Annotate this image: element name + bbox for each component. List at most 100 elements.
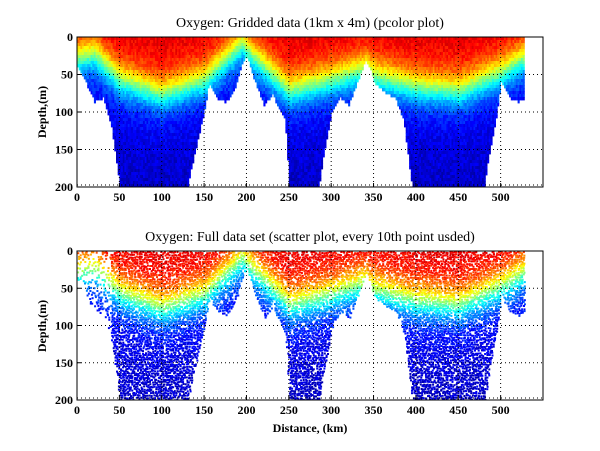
pcolor-cell — [138, 37, 141, 41]
pcolor-cell — [304, 130, 307, 134]
pcolor-cell — [154, 76, 157, 80]
pcolor-cell — [124, 55, 127, 59]
pcolor-cell — [177, 163, 180, 167]
pcolor-cell — [175, 106, 178, 110]
pcolor-cell — [156, 79, 159, 83]
pcolor-cell — [324, 88, 327, 92]
pcolor-cell — [93, 67, 96, 71]
pcolor-cell — [310, 37, 313, 41]
pcolor-cell — [110, 67, 113, 71]
pcolor-cell — [117, 79, 120, 83]
pcolor-cell — [175, 181, 178, 185]
pcolor-cell — [99, 70, 102, 74]
pcolor-cell — [263, 91, 266, 95]
pcolor-cell — [182, 100, 185, 104]
pcolor-cell — [154, 175, 157, 179]
pcolor-cell — [165, 139, 168, 143]
pcolor-cell — [178, 181, 181, 185]
pcolor-cell — [256, 79, 259, 83]
pcolor-cell — [78, 64, 81, 68]
pcolor-cell — [112, 85, 115, 89]
pcolor-cell — [117, 160, 120, 164]
pcolor-cell — [165, 118, 168, 122]
pcolor-cell — [121, 145, 124, 149]
pcolor-cell — [260, 70, 263, 74]
pcolor-cell — [260, 91, 263, 95]
pcolor-cell — [293, 94, 296, 98]
pcolor-cell — [292, 58, 295, 62]
pcolor-cell — [197, 118, 200, 122]
pcolor-cell — [177, 181, 180, 185]
pcolor-cell — [319, 37, 322, 41]
pcolor-cell — [132, 127, 135, 131]
pcolor-cell — [117, 124, 120, 128]
pcolor-cell — [134, 124, 137, 128]
pcolor-cell — [229, 58, 232, 62]
pcolor-cell — [124, 109, 127, 113]
pcolor-cell — [204, 70, 207, 74]
pcolor-cell — [175, 79, 178, 83]
pcolor-cell — [87, 43, 90, 47]
pcolor-cell — [93, 40, 96, 44]
pcolor-cell — [110, 85, 113, 89]
pcolor-cell — [141, 64, 144, 68]
pcolor-cell — [309, 184, 312, 187]
pcolor-cell — [326, 127, 329, 131]
pcolor-cell — [129, 172, 132, 176]
pcolor-cell — [132, 46, 135, 50]
pcolor-cell — [305, 37, 308, 41]
pcolor-cell — [324, 76, 327, 80]
pcolor-cell — [271, 49, 274, 53]
pcolor-cell — [87, 73, 90, 77]
pcolor-cell — [116, 91, 119, 95]
pcolor-cell — [192, 70, 195, 74]
pcolor-cell — [156, 118, 159, 122]
pcolor-cell — [319, 85, 322, 89]
pcolor-cell — [268, 79, 271, 83]
pcolor-cell — [153, 94, 156, 98]
pcolor-cell — [180, 82, 183, 86]
pcolor-cell — [158, 70, 161, 74]
pcolor-cell — [317, 40, 320, 44]
pcolor-cell — [195, 130, 198, 134]
pcolor-cell — [131, 58, 134, 62]
pcolor-cell — [193, 49, 196, 53]
pcolor-cell — [210, 73, 213, 77]
pcolor-cell — [199, 76, 202, 80]
pcolor-cell — [234, 55, 237, 59]
pcolor-cell — [199, 100, 202, 104]
pcolor-cell — [138, 139, 141, 143]
pcolor-cell — [297, 169, 300, 173]
pcolor-cell — [154, 136, 157, 140]
pcolor-cell — [153, 85, 156, 89]
pcolor-cell — [300, 127, 303, 131]
pcolor-cell — [314, 37, 317, 41]
pcolor-cell — [315, 121, 318, 125]
pcolor-cell — [124, 40, 127, 44]
pcolor-cell — [97, 55, 100, 59]
pcolor-cell — [200, 112, 203, 116]
pcolor-cell — [131, 145, 134, 149]
pcolor-cell — [268, 97, 271, 101]
pcolor-cell — [93, 100, 96, 104]
pcolor-cell — [134, 175, 137, 179]
pcolor-cell — [151, 157, 154, 161]
pcolor-cell — [212, 52, 215, 56]
pcolor-cell — [312, 103, 315, 107]
pcolor-cell — [290, 70, 293, 74]
pcolor-cell — [114, 64, 117, 68]
pcolor-cell — [275, 85, 278, 89]
pcolor-cell — [222, 43, 225, 47]
pcolor-cell — [187, 73, 190, 77]
pcolor-cell — [234, 49, 237, 53]
pcolor-cell — [139, 58, 142, 62]
pcolor-cell — [168, 88, 171, 92]
pcolor-cell — [141, 142, 144, 146]
pcolor-cell — [119, 46, 122, 50]
pcolor-cell — [131, 40, 134, 44]
pcolor-cell — [293, 88, 296, 92]
pcolor-cell — [151, 172, 154, 176]
pcolor-cell — [131, 85, 134, 89]
pcolor-cell — [212, 46, 215, 50]
pcolor-cell — [136, 97, 139, 101]
